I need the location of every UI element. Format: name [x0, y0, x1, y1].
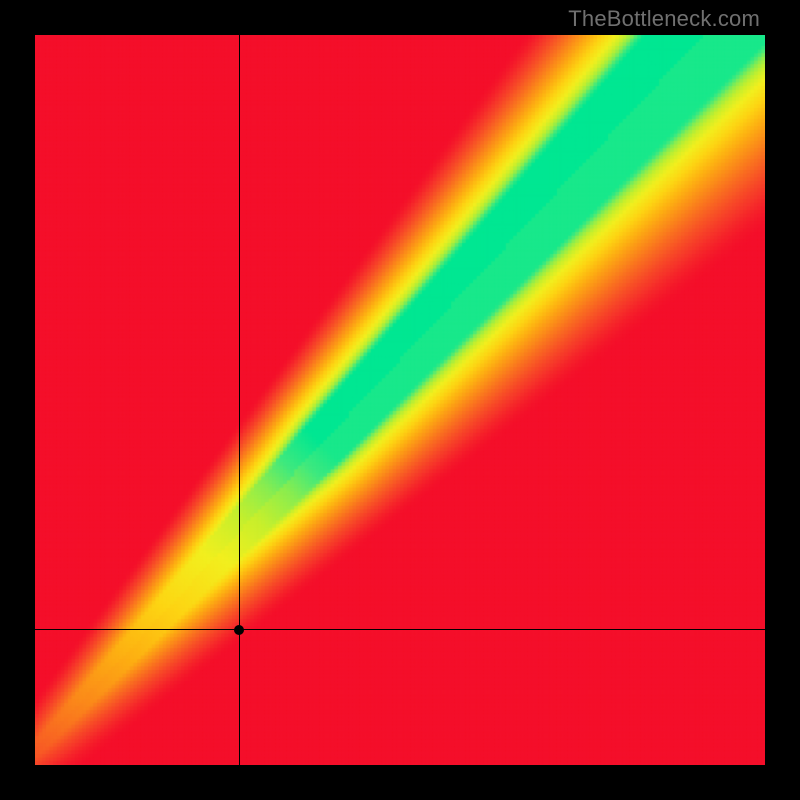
page-root: TheBottleneck.com: [0, 0, 800, 800]
watermark-text: TheBottleneck.com: [568, 6, 760, 32]
crosshair-vertical: [239, 35, 240, 765]
marker-point: [234, 625, 244, 635]
crosshair-horizontal: [35, 629, 765, 630]
heatmap-canvas: [35, 35, 765, 765]
heatmap-plot: [35, 35, 765, 765]
